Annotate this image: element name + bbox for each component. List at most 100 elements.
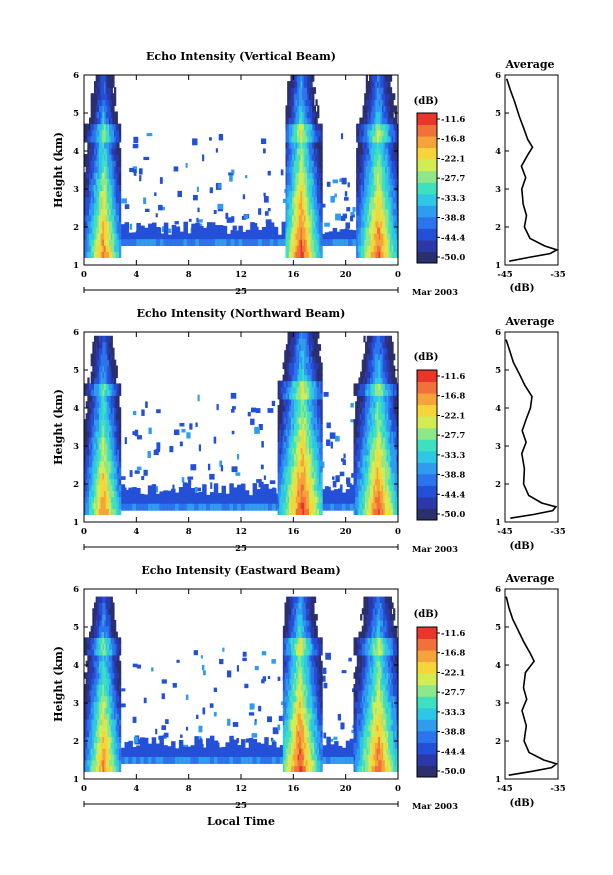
band-cell	[113, 160, 117, 167]
layer-cell	[195, 222, 200, 246]
band-cell	[93, 442, 97, 450]
band-cell	[317, 184, 320, 192]
band-cell	[284, 502, 287, 509]
band-cell	[388, 251, 391, 258]
band-cell	[375, 227, 378, 234]
band-cell	[285, 417, 289, 424]
band-cell	[92, 365, 95, 373]
layer-cell	[225, 756, 230, 764]
band-cell	[371, 508, 374, 515]
band-cell	[297, 239, 300, 246]
band-cell	[307, 344, 310, 351]
band-cell	[295, 239, 298, 246]
band-cell	[113, 383, 117, 390]
band-cell	[287, 338, 290, 345]
band-cell	[393, 196, 396, 204]
band-cell	[97, 105, 100, 113]
band-cell	[115, 178, 118, 186]
band-cell	[388, 93, 391, 100]
band-cell	[356, 233, 359, 240]
band-cell	[366, 371, 369, 379]
band-cell	[371, 496, 374, 504]
band-cell	[107, 154, 110, 161]
band-cell	[315, 484, 318, 491]
band-cell	[98, 202, 102, 210]
band-cell	[310, 202, 313, 210]
band-cell	[373, 347, 376, 355]
band-cell	[85, 123, 88, 131]
band-cell	[396, 233, 399, 240]
band-cell	[300, 190, 303, 198]
band-cell	[93, 147, 97, 155]
layer-cell	[209, 503, 215, 511]
band-cell	[318, 227, 322, 234]
band-cell	[289, 423, 292, 430]
band-cell	[379, 478, 383, 486]
band-cell	[355, 460, 358, 468]
band-cell	[289, 386, 292, 394]
echo-cell	[235, 472, 241, 476]
band-cell	[388, 502, 391, 510]
profile-x-tick-label: -35	[550, 270, 565, 280]
band-cell	[105, 135, 108, 143]
band-cell	[353, 496, 356, 504]
echo-cell	[146, 133, 153, 137]
band-cell	[284, 386, 287, 394]
band-cell	[394, 214, 397, 222]
layer-cell	[252, 483, 258, 511]
band-cell	[378, 227, 381, 234]
band-cell	[93, 335, 97, 343]
band-cell	[386, 178, 389, 186]
band-cell	[297, 75, 300, 82]
band-cell	[307, 423, 310, 430]
band-cell	[298, 160, 302, 167]
band-cell	[303, 129, 307, 137]
band-cell	[284, 453, 287, 461]
band-cell	[287, 172, 290, 179]
band-cell	[100, 365, 103, 373]
band-cell	[87, 490, 90, 498]
band-cell	[294, 380, 297, 388]
band-cell	[378, 502, 381, 510]
band-cell	[102, 233, 105, 240]
band-cell	[391, 178, 394, 186]
band-cell	[288, 245, 292, 252]
band-cell	[285, 380, 289, 388]
band-cell	[369, 448, 373, 456]
layer-cell	[167, 756, 172, 764]
band-cell	[379, 448, 383, 456]
band-cell	[369, 508, 373, 515]
band-cell	[92, 442, 95, 450]
band-cell	[363, 502, 366, 510]
band-cell	[315, 465, 318, 473]
band-cell	[87, 478, 90, 486]
band-cell	[362, 172, 365, 179]
band-cell	[312, 147, 315, 155]
band-cell	[295, 117, 298, 125]
band-cell	[297, 178, 300, 186]
layer-cell	[128, 503, 133, 511]
band-cell	[388, 413, 391, 420]
profile-frame	[504, 331, 559, 523]
band-cell	[100, 111, 103, 119]
band-cell	[386, 160, 389, 167]
band-cell	[105, 220, 108, 228]
band-cell	[98, 111, 102, 119]
band-cell	[381, 442, 384, 450]
band-cell	[356, 431, 360, 438]
band-cell	[391, 220, 394, 228]
band-cell	[95, 196, 98, 204]
band-cell	[97, 377, 100, 385]
band-cell	[285, 502, 289, 509]
band-cell	[108, 196, 112, 204]
band-cell	[97, 184, 100, 192]
band-cell	[108, 401, 112, 408]
band-cell	[367, 123, 370, 131]
band-cell	[353, 425, 356, 432]
band-cell	[107, 251, 110, 258]
band-cell	[305, 368, 308, 376]
layer-cell	[174, 756, 180, 764]
band-cell	[92, 239, 95, 246]
band-cell	[383, 419, 386, 426]
band-cell	[308, 178, 312, 186]
